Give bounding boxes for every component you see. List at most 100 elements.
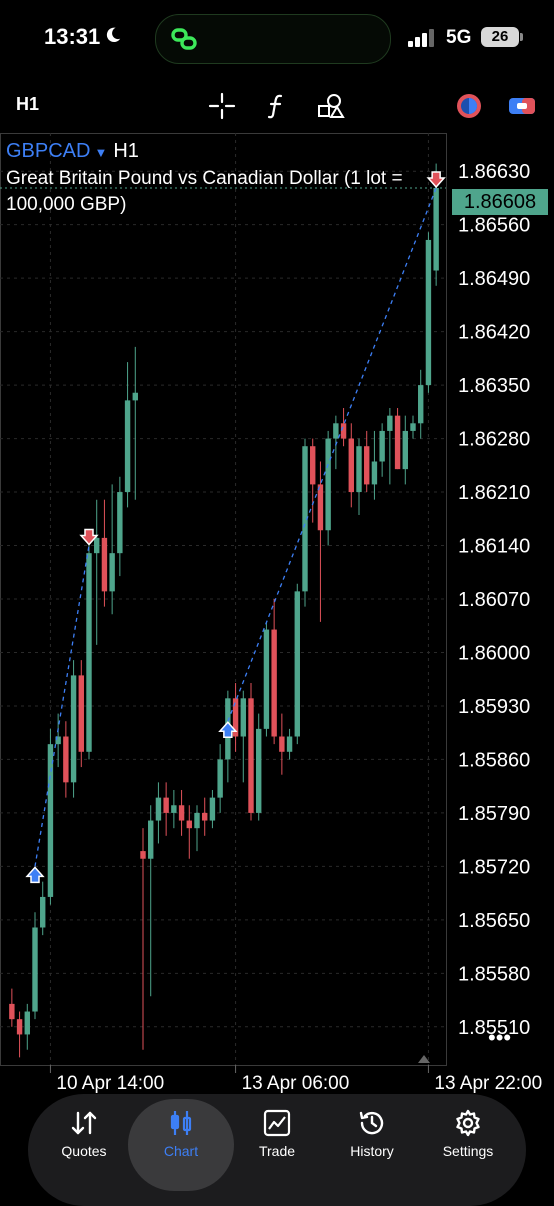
candle-body	[94, 537, 100, 554]
nav-history-label: History	[350, 1143, 394, 1159]
nav-trade-label: Trade	[258, 1143, 296, 1159]
symbol-header[interactable]: GBPCAD ▼ H1	[6, 140, 139, 163]
price-axis-label: 1.86630	[458, 161, 530, 183]
price-axis-label: 1.85650	[458, 910, 530, 932]
candle-body	[194, 812, 200, 829]
candle-body	[379, 430, 385, 462]
candle-body	[256, 728, 262, 813]
one-click-trading-icon[interactable]	[508, 92, 536, 120]
candle-body	[209, 797, 216, 821]
crosshair-icon[interactable]	[208, 92, 236, 120]
time-axis-label: 10 Apr 14:00	[56, 1073, 164, 1094]
price-axis-label: 1.86280	[458, 429, 530, 451]
symbol-name[interactable]: GBPCAD	[6, 140, 91, 162]
trade-icon	[263, 1109, 291, 1137]
candle-body	[248, 698, 254, 813]
candle-body	[333, 423, 339, 439]
price-axis-label: 1.85720	[458, 856, 530, 878]
candle-body	[286, 736, 293, 752]
candle-body	[86, 553, 92, 752]
candle-body	[371, 461, 378, 485]
candle-body	[348, 438, 354, 493]
candle-body	[433, 188, 439, 271]
candle-body	[63, 736, 69, 783]
candle-body	[47, 744, 54, 897]
time-axis-label: 13 Apr 22:00	[434, 1073, 542, 1094]
nav-history[interactable]: History	[324, 1094, 420, 1206]
candle-body	[140, 851, 146, 859]
candle-body	[302, 446, 308, 592]
price-axis-label: 1.85860	[458, 749, 530, 771]
price-axis-label: 1.85930	[458, 696, 530, 718]
candle-body	[263, 629, 270, 729]
candle-body	[340, 423, 347, 439]
candle-body	[40, 896, 46, 928]
nav-settings-label: Settings	[442, 1143, 494, 1159]
price-axis-label: 1.86140	[458, 536, 530, 558]
chart-toolbar: H1	[0, 80, 554, 128]
nav-trade[interactable]: Trade	[229, 1094, 325, 1206]
candle-body	[55, 736, 61, 745]
candle-body	[364, 446, 370, 485]
quotes-icon	[71, 1111, 97, 1135]
candle-body	[155, 797, 162, 821]
price-axis-label: 1.86350	[458, 375, 530, 397]
candle-body	[394, 415, 401, 470]
scroll-end-marker	[418, 1055, 430, 1063]
more-icon[interactable]: •••	[488, 1025, 511, 1050]
buy-arrow-icon[interactable]	[218, 721, 238, 738]
candle-body	[132, 392, 138, 401]
dynamic-island[interactable]	[155, 14, 391, 64]
candle-body	[310, 446, 316, 485]
candle-body	[387, 415, 393, 431]
nav-settings[interactable]: Settings	[420, 1094, 516, 1206]
candle-body	[279, 736, 285, 752]
price-axis-label: 1.85580	[458, 963, 530, 985]
indicators-icon[interactable]	[263, 92, 291, 120]
sell-arrow-icon[interactable]	[426, 171, 446, 189]
candle-body	[178, 805, 185, 821]
buy-arrow-icon[interactable]	[25, 866, 45, 884]
bottom-navigation: Quotes Chart Trade History	[28, 1094, 526, 1206]
status-bar: 13:31 5G 26	[0, 0, 554, 76]
chart-icon	[170, 1111, 192, 1135]
price-chart[interactable]: 1.86630 1.86560 1.86490 1.86420 1.86350 1.862…	[0, 133, 554, 1095]
candle-body	[232, 698, 239, 737]
symbol-timeframe: H1	[113, 140, 139, 162]
candle-body	[9, 1003, 15, 1020]
symbol-dropdown-icon[interactable]: ▼	[94, 145, 108, 160]
candle-body	[240, 698, 246, 737]
trade-mode-icon[interactable]	[455, 92, 483, 120]
price-chart-area[interactable]: 1.86630 1.86560 1.86490 1.86420 1.86350 1.862…	[0, 133, 554, 1095]
settings-icon	[456, 1109, 480, 1137]
network-type: 5G	[446, 27, 472, 48]
battery-icon: 26	[481, 27, 519, 47]
nav-quotes[interactable]: Quotes	[36, 1094, 132, 1206]
trade-line	[34, 545, 90, 867]
candle-body	[117, 492, 123, 554]
objects-icon[interactable]	[317, 92, 345, 120]
candle-body	[109, 553, 115, 592]
candle-body	[418, 385, 424, 424]
candle-body	[325, 438, 331, 531]
candle-body	[356, 446, 362, 493]
price-axis-label: 1.86070	[458, 589, 530, 611]
candle-body	[217, 759, 223, 798]
candle-body	[101, 537, 108, 592]
battery-tip	[520, 33, 523, 41]
candle-body	[186, 820, 192, 829]
link-icon	[171, 28, 197, 50]
candle-body	[202, 812, 208, 821]
nav-chart-label: Chart	[163, 1143, 199, 1159]
symbol-description: Great Britain Pound vs Canadian Dollar (…	[6, 168, 403, 215]
signal-icon	[408, 29, 434, 47]
candle-body	[317, 484, 324, 531]
candle-body	[171, 805, 177, 813]
sell-arrow-icon[interactable]	[79, 528, 99, 546]
candle-body	[70, 675, 77, 783]
price-axis-label: 1.85790	[458, 803, 530, 825]
timeframe-button[interactable]: H1	[16, 94, 40, 114]
nav-chart[interactable]: Chart	[128, 1094, 234, 1206]
nav-active-highlight	[128, 1099, 234, 1191]
candle-body	[78, 675, 84, 752]
